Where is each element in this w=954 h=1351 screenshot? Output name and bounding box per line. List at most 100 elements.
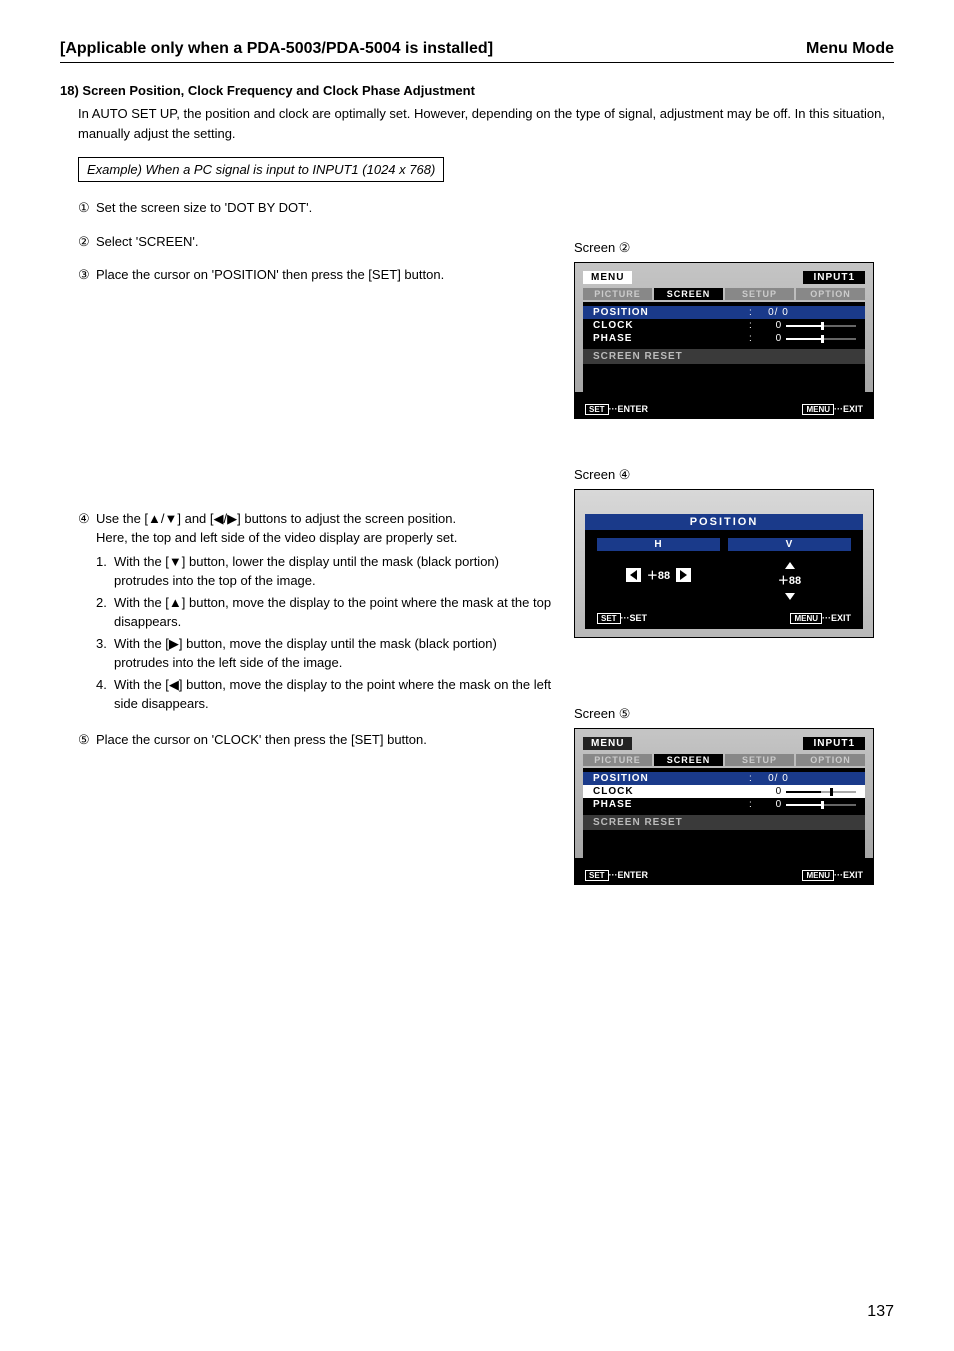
step-num: ⑤ xyxy=(78,730,96,750)
row-value: : 0/ 0 xyxy=(749,773,859,784)
position-footer: SET···SET MENU···EXIT xyxy=(585,609,863,623)
content-grid: ① Set the screen size to 'DOT BY DOT'. ②… xyxy=(60,198,894,913)
step-1: ① Set the screen size to 'DOT BY DOT'. xyxy=(78,198,554,218)
row-value-text: 0/ 0 xyxy=(768,307,789,318)
v-label: V xyxy=(728,538,851,551)
step-num: ③ xyxy=(78,265,96,285)
set-key-icon: SET xyxy=(597,613,621,624)
step-note: Here, the top and left side of the video… xyxy=(96,528,554,548)
foot-left: SET···ENTER xyxy=(585,404,648,414)
slider-thumb xyxy=(821,335,824,343)
slider-clock xyxy=(786,323,856,329)
sub-item: 4. With the [◀] button, move the display… xyxy=(96,675,554,714)
foot-exit-text: ···EXIT xyxy=(822,613,851,623)
position-v-col: V ＋88 xyxy=(728,538,851,603)
tab-setup[interactable]: SETUP xyxy=(725,288,794,300)
sub-list: 1. With the [▼] button, lower the displa… xyxy=(96,552,554,714)
sub-text: With the [▶] button, move the display un… xyxy=(114,634,554,673)
foot-exit-text: ···EXIT xyxy=(834,870,863,880)
menu-tabs: PICTURE SCREEN SETUP OPTION xyxy=(583,288,865,300)
row-value: 0 xyxy=(749,786,859,797)
header-right: Menu Mode xyxy=(806,40,894,58)
menu-row-position[interactable]: POSITION : 0/ 0 xyxy=(583,772,865,785)
osd-menu-screen2: MENU INPUT1 PICTURE SCREEN SETUP OPTION … xyxy=(574,262,874,419)
left-column: ① Set the screen size to 'DOT BY DOT'. ②… xyxy=(60,198,554,913)
slider-fill xyxy=(786,338,821,340)
sub-text: With the [◀] button, move the display to… xyxy=(114,675,554,714)
input-badge: INPUT1 xyxy=(803,737,865,750)
arrow-left-icon[interactable] xyxy=(626,568,641,582)
step-text: Select 'SCREEN'. xyxy=(96,232,554,252)
slider-clock xyxy=(786,789,856,795)
right-column: Screen ② MENU INPUT1 PICTURE SCREEN SETU… xyxy=(574,198,894,913)
sub-item: 2. With the [▲] button, move the display… xyxy=(96,593,554,632)
step-text: Use the [▲/▼] and [◀/▶] buttons to adjus… xyxy=(96,509,554,529)
intro-text: In AUTO SET UP, the position and clock a… xyxy=(78,104,894,143)
menu-row-phase[interactable]: PHASE : 0 xyxy=(593,798,859,811)
row-value: : 0 xyxy=(749,799,859,810)
position-h-col: H ＋88 xyxy=(597,538,720,603)
spacer xyxy=(574,198,894,240)
menu-row-screen-reset[interactable]: SCREEN RESET xyxy=(583,815,865,830)
row-value-text: 0 xyxy=(776,799,783,810)
menu-key-icon: MENU xyxy=(790,613,822,624)
arrow-up-icon[interactable] xyxy=(728,557,851,572)
row-value: : 0 xyxy=(749,320,859,331)
spacer xyxy=(597,557,720,567)
osd-menu-screen5: MENU INPUT1 PICTURE SCREEN SETUP OPTION … xyxy=(574,728,874,885)
page-header: [Applicable only when a PDA-5003/PDA-500… xyxy=(60,40,894,63)
row-value-text: 0/ 0 xyxy=(768,773,789,784)
step-body: Use the [▲/▼] and [◀/▶] buttons to adjus… xyxy=(96,509,554,716)
menu-key-icon: MENU xyxy=(802,870,834,881)
sub-text: With the [▲] button, move the display to… xyxy=(114,593,554,632)
menu-empty xyxy=(593,364,859,390)
row-label: POSITION xyxy=(593,307,649,318)
menu-row-clock[interactable]: CLOCK : 0 xyxy=(593,319,859,332)
row-label: CLOCK xyxy=(593,320,634,331)
step-num: ④ xyxy=(78,509,96,716)
screen-label-2: Screen ② xyxy=(574,240,894,256)
sub-num: 4. xyxy=(96,675,114,714)
spacer xyxy=(574,666,894,706)
tab-option[interactable]: OPTION xyxy=(796,288,865,300)
tab-screen[interactable]: SCREEN xyxy=(654,754,723,766)
h-value: ＋88 xyxy=(647,567,670,583)
menu-title-badge: MENU xyxy=(583,737,632,750)
osd-position-dialog: POSITION H ＋88 V ＋88 xyxy=(574,489,874,638)
sub-num: 2. xyxy=(96,593,114,632)
arrow-down-icon[interactable] xyxy=(728,588,851,603)
menu-row-clock[interactable]: CLOCK 0 xyxy=(583,785,865,798)
menu-row-screen-reset[interactable]: SCREEN RESET xyxy=(583,349,865,364)
section-title: 18) Screen Position, Clock Frequency and… xyxy=(60,83,894,98)
tab-picture[interactable]: PICTURE xyxy=(583,288,652,300)
slider-fill xyxy=(786,325,821,327)
menu-row-phase[interactable]: PHASE : 0 xyxy=(593,332,859,345)
row-value-text: 0 xyxy=(776,320,783,331)
arrow-right-icon[interactable] xyxy=(676,568,691,582)
row-label: PHASE xyxy=(593,333,632,344)
slider-fill xyxy=(786,791,821,793)
tab-picture[interactable]: PICTURE xyxy=(583,754,652,766)
tab-screen[interactable]: SCREEN xyxy=(654,288,723,300)
step-3: ③ Place the cursor on 'POSITION' then pr… xyxy=(78,265,554,285)
row-label: CLOCK xyxy=(593,786,634,797)
step-2: ② Select 'SCREEN'. xyxy=(78,232,554,252)
spacer xyxy=(574,447,894,467)
slider-thumb xyxy=(821,801,824,809)
example-box: Example) When a PC signal is input to IN… xyxy=(78,157,444,182)
menu-row-position[interactable]: POSITION : 0/ 0 xyxy=(583,306,865,319)
foot-exit-text: ···EXIT xyxy=(834,404,863,414)
row-value-text: 0 xyxy=(776,333,783,344)
tab-option[interactable]: OPTION xyxy=(796,754,865,766)
sub-num: 1. xyxy=(96,552,114,591)
tab-setup[interactable]: SETUP xyxy=(725,754,794,766)
page-number: 137 xyxy=(867,1303,894,1321)
sub-item: 3. With the [▶] button, move the display… xyxy=(96,634,554,673)
step-5: ⑤ Place the cursor on 'CLOCK' then press… xyxy=(78,730,554,750)
sub-text: With the [▼] button, lower the display u… xyxy=(114,552,554,591)
menu-top-bar: MENU INPUT1 xyxy=(583,737,865,750)
foot-left: SET···ENTER xyxy=(585,870,648,880)
menu-footer: SET···ENTER MENU···EXIT xyxy=(575,392,873,418)
foot-right: MENU···EXIT xyxy=(790,613,851,623)
sub-num: 3. xyxy=(96,634,114,673)
